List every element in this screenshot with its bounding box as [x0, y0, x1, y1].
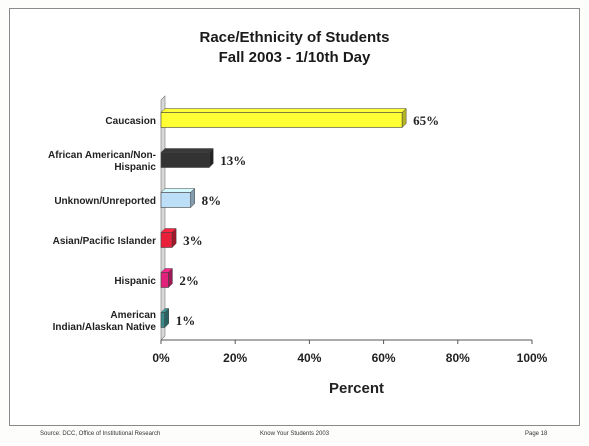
- bar-side-face: [164, 307, 169, 329]
- data-label: 3%: [183, 233, 203, 248]
- x-axis-title: Percent: [329, 380, 384, 397]
- bar: [160, 112, 403, 128]
- footer-page: Page 18: [525, 431, 548, 437]
- bar: [160, 152, 210, 168]
- bar-side-face: [208, 147, 214, 169]
- data-label: 8%: [202, 193, 222, 208]
- chart-subtitle: Fall 2003 - 1/10th Day: [218, 49, 371, 66]
- category-label: African American/Non-: [48, 150, 156, 161]
- x-tick-label: 60%: [372, 351, 396, 365]
- bar-side-face: [168, 267, 173, 289]
- bar: [160, 272, 169, 288]
- x-tick-label: 40%: [297, 351, 321, 365]
- category-label: American: [110, 310, 156, 321]
- category-label: Indian/Alaskan Native: [53, 322, 157, 333]
- data-label: 13%: [220, 153, 246, 168]
- bar-top-face: [160, 108, 407, 113]
- y-axis-wall: [160, 95, 166, 341]
- data-label: 65%: [413, 113, 439, 128]
- footer-center: Know Your Students 2003: [259, 431, 330, 437]
- x-tick-label: 20%: [223, 351, 247, 365]
- bar-side-face: [171, 227, 177, 249]
- category-label: Hispanic: [114, 162, 156, 173]
- bar-top-face: [160, 188, 196, 193]
- category-label: Asian/Pacific Islander: [53, 236, 156, 247]
- bar: [160, 192, 191, 208]
- x-tick-label: 80%: [446, 351, 470, 365]
- x-tick-label: 100%: [517, 351, 548, 365]
- footer-source: Source: DCC, Office of Institutional Res…: [40, 431, 161, 437]
- chart-title: Race/Ethnicity of Students: [199, 29, 390, 46]
- category-label: Hispanic: [114, 276, 156, 287]
- bar-top-face: [160, 148, 214, 153]
- bar: [160, 312, 166, 328]
- bar-side-face: [190, 187, 195, 209]
- data-label: 2%: [179, 273, 199, 288]
- chart-frame: [9, 8, 580, 426]
- x-tick-label: 0%: [152, 351, 170, 365]
- bar: [160, 232, 173, 248]
- category-label: Unknown/Unreported: [54, 196, 156, 207]
- category-label: Caucasion: [105, 116, 156, 127]
- bar-side-face: [401, 107, 407, 129]
- data-label: 1%: [176, 313, 196, 328]
